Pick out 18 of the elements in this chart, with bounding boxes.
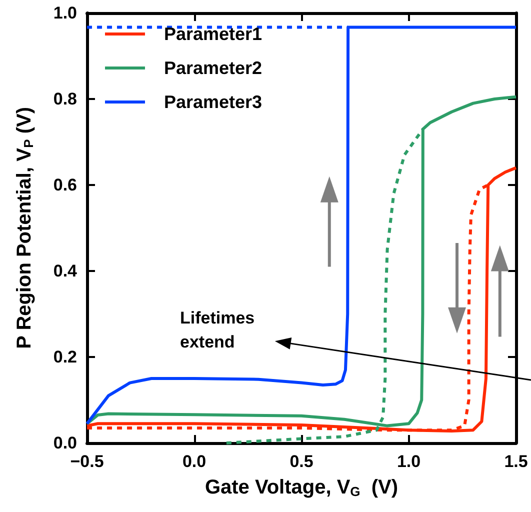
x-tick-label: 0.0	[182, 452, 206, 471]
legend-label: Parameter1	[164, 24, 262, 44]
y-tick-label: 0.4	[53, 262, 78, 280]
x-axis-title: Gate Voltage, VG (V)	[204, 476, 398, 499]
x-tick-label: −0.5	[70, 452, 104, 471]
x-tick-label: 1.0	[396, 452, 421, 471]
legend-label: Parameter3	[164, 92, 262, 112]
line-series	[86, 26, 518, 426]
y-tick-label: 1.0	[53, 4, 77, 22]
legend-label: Parameter2	[164, 58, 262, 78]
annotation: Lifetimes extend	[180, 308, 260, 352]
x-tick-label: 0.5	[290, 452, 314, 471]
y-axis-title: P Region Potential, VP (V)	[14, 106, 36, 349]
y-tick-label: 0.0	[53, 434, 77, 452]
y-tick-label: 0.6	[53, 176, 77, 194]
y-tick-label: 0.8	[53, 90, 77, 108]
x-tick-label: 1.5	[504, 452, 528, 471]
y-tick-label: 0.2	[53, 348, 77, 366]
